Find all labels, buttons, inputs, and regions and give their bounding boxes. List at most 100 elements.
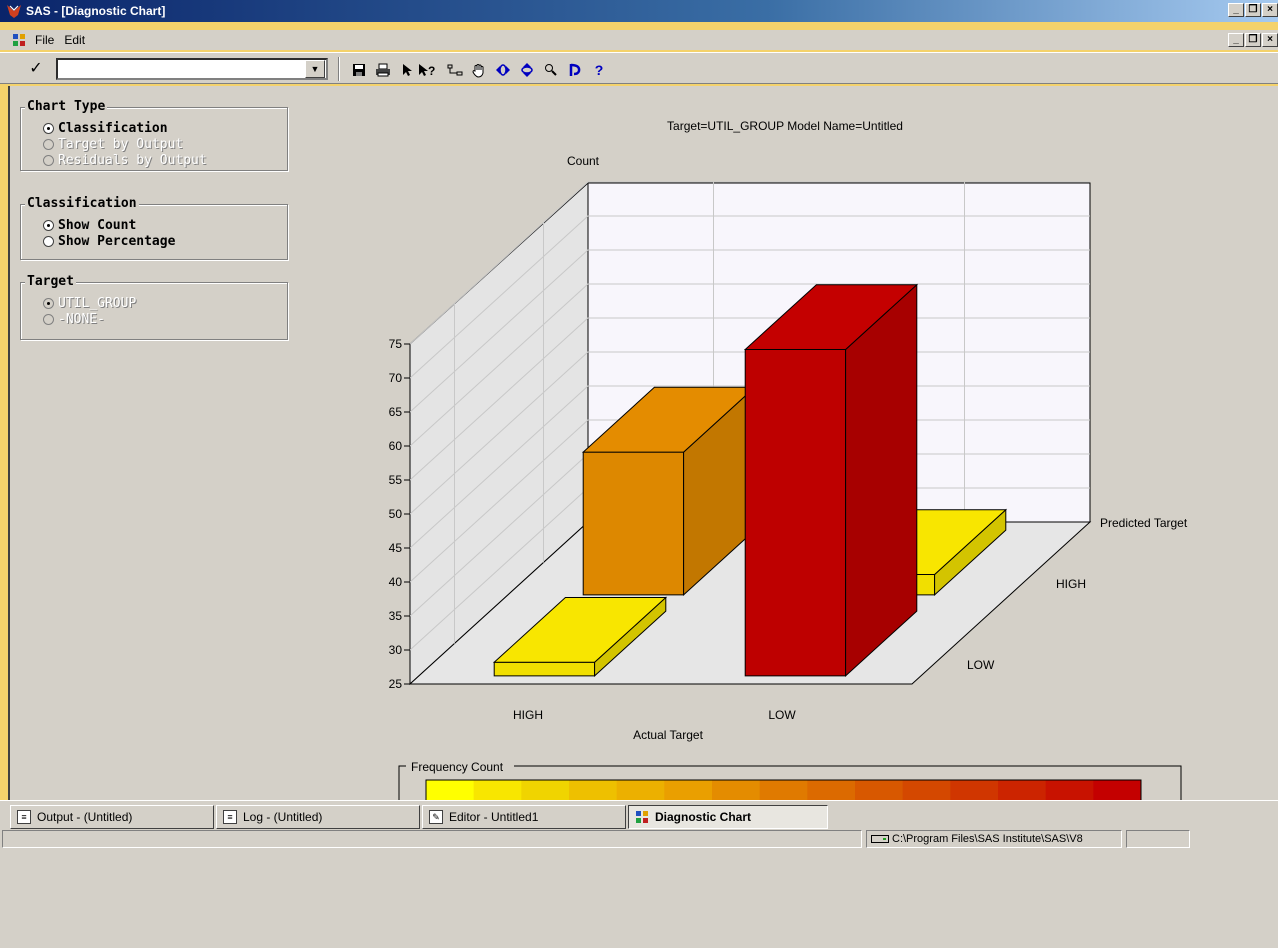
bar-front-face [493, 661, 596, 677]
legend-color-cell [902, 780, 951, 800]
task-log[interactable]: ≡ Log - (Untitled) [216, 805, 420, 829]
radio-label: UTIL_GROUP [58, 295, 137, 311]
document-window-controls: _ ❒ × [1228, 33, 1278, 47]
legend-color-cell [855, 780, 904, 800]
legend-color-cell [616, 780, 665, 800]
legend-title-bg [406, 761, 514, 773]
gridline [409, 385, 1090, 549]
legend-color-cell [998, 780, 1047, 800]
radio-button [43, 154, 54, 166]
status-extra [1126, 830, 1190, 848]
predicted-category-label: LOW [967, 658, 995, 672]
diagnostic-chart-window: Chart Type Classification Target by Outp… [8, 86, 1278, 800]
task-label: Diagnostic Chart [655, 810, 752, 824]
bar [492, 596, 668, 678]
gridline [409, 181, 1090, 345]
tick-label: 25 [389, 677, 403, 691]
gridline [409, 351, 1090, 515]
x-axis-label: Actual Target [633, 728, 703, 742]
task-label: Output - (Untitled) [37, 810, 133, 824]
minimize-button[interactable]: _ [1228, 3, 1244, 17]
restore-button[interactable]: ❒ [1245, 3, 1261, 17]
task-output[interactable]: ≡ Output - (Untitled) [10, 805, 214, 829]
radio-button[interactable] [43, 235, 54, 247]
chart-title: Target=UTIL_GROUP Model Name=Untitled [667, 119, 903, 133]
radio-show-count[interactable]: Show Count [43, 217, 175, 233]
radio-show-percentage[interactable]: Show Percentage [43, 233, 175, 249]
radio-label: Show Count [58, 217, 137, 233]
radio-button [43, 297, 54, 309]
task-diagnostic-chart[interactable]: Diagnostic Chart [628, 805, 828, 829]
radio-residuals-by-output: Residuals by Output [43, 152, 207, 168]
legend-frame [398, 765, 1182, 800]
radio-button[interactable] [43, 219, 54, 231]
hand-icon[interactable] [468, 61, 490, 79]
tick-label: 35 [389, 609, 403, 623]
radio-button [43, 313, 54, 325]
legend-scale-border [425, 779, 1142, 800]
window-taskbar: ≡ Output - (Untitled) ≡ Log - (Untitled)… [0, 800, 1278, 830]
zoom-icon[interactable] [540, 61, 562, 79]
drive-icon [871, 835, 889, 843]
radio-util-group: UTIL_GROUP [43, 295, 136, 311]
radio-button[interactable] [43, 122, 54, 134]
window-controls: _ ❒ × [1228, 3, 1278, 17]
print-icon[interactable] [372, 61, 394, 79]
predicted-category-label: HIGH [1056, 577, 1086, 591]
menu-edit[interactable]: Edit [64, 33, 86, 47]
command-dropdown-button[interactable]: ▼ [305, 60, 325, 78]
rotate-horizontal-icon[interactable] [492, 61, 514, 79]
y-axis-label: Predicted Target [1100, 516, 1188, 530]
target-title: Target [25, 274, 76, 289]
undo-icon[interactable] [564, 61, 586, 79]
document-window-icon[interactable] [12, 33, 26, 47]
tick-label: 45 [389, 541, 403, 555]
bar-front-face [582, 451, 685, 596]
legend-color-cell [521, 780, 570, 800]
close-button[interactable]: × [1262, 3, 1278, 17]
rotate-vertical-icon[interactable] [516, 61, 538, 79]
z-axis-label: Count [567, 154, 600, 168]
graph-icon[interactable] [444, 61, 466, 79]
radio-label: Classification [58, 120, 168, 136]
tick-label: 60 [389, 439, 403, 453]
doc-minimize-button[interactable]: _ [1228, 33, 1244, 47]
chart-type-title: Chart Type [25, 99, 108, 114]
radio-label: Target by Output [58, 136, 184, 152]
select-arrow-icon[interactable] [396, 61, 418, 79]
classification-title: Classification [25, 196, 139, 211]
chart-type-group: Chart Type Classification Target by Outp… [20, 99, 288, 171]
radio-label: -NONE- [58, 311, 105, 327]
radio-classification[interactable]: Classification [43, 120, 207, 136]
legend-color-scale [426, 780, 1142, 800]
status-path: C:\Program Files\SAS Institute\SAS\V8 [892, 833, 1083, 845]
doc-restore-button[interactable]: ❒ [1245, 33, 1261, 47]
gridline [409, 283, 1090, 447]
legend-color-cell [950, 780, 999, 800]
save-icon[interactable] [348, 61, 370, 79]
radio-button [43, 138, 54, 150]
status-path-panel: C:\Program Files\SAS Institute\SAS\V8 [866, 830, 1122, 848]
command-input[interactable] [56, 58, 328, 80]
gridline [409, 249, 1090, 413]
tick-label: 65 [389, 405, 403, 419]
help-icon[interactable]: ? [594, 62, 604, 78]
tick-label: 40 [389, 575, 403, 589]
task-editor[interactable]: ✎ Editor - Untitled1 [422, 805, 626, 829]
task-label: Editor - Untitled1 [449, 810, 539, 824]
bar-front-face [744, 349, 847, 677]
sas-app-icon [7, 5, 21, 18]
status-bar: C:\Program Files\SAS Institute\SAS\V8 [0, 830, 1278, 948]
legend-title: Frequency Count [411, 760, 504, 774]
menu-bar: File Edit _ ❒ × [0, 30, 1278, 50]
submit-check-icon[interactable]: ✓ [29, 60, 43, 77]
radio-label: Residuals by Output [58, 152, 207, 168]
title-bar: SAS - [Diagnostic Chart] _ ❒ × [0, 0, 1278, 22]
help-pointer-icon[interactable]: ? [416, 61, 438, 79]
gridline [409, 419, 1090, 583]
editor-window-icon: ✎ [429, 810, 443, 824]
menu-file[interactable]: File [35, 33, 55, 47]
doc-close-button[interactable]: × [1262, 33, 1278, 47]
window-title: SAS - [Diagnostic Chart] [26, 4, 166, 18]
diagnostic-3d-bar-chart: Target=UTIL_GROUP Model Name=Untitled Co… [389, 119, 1188, 800]
